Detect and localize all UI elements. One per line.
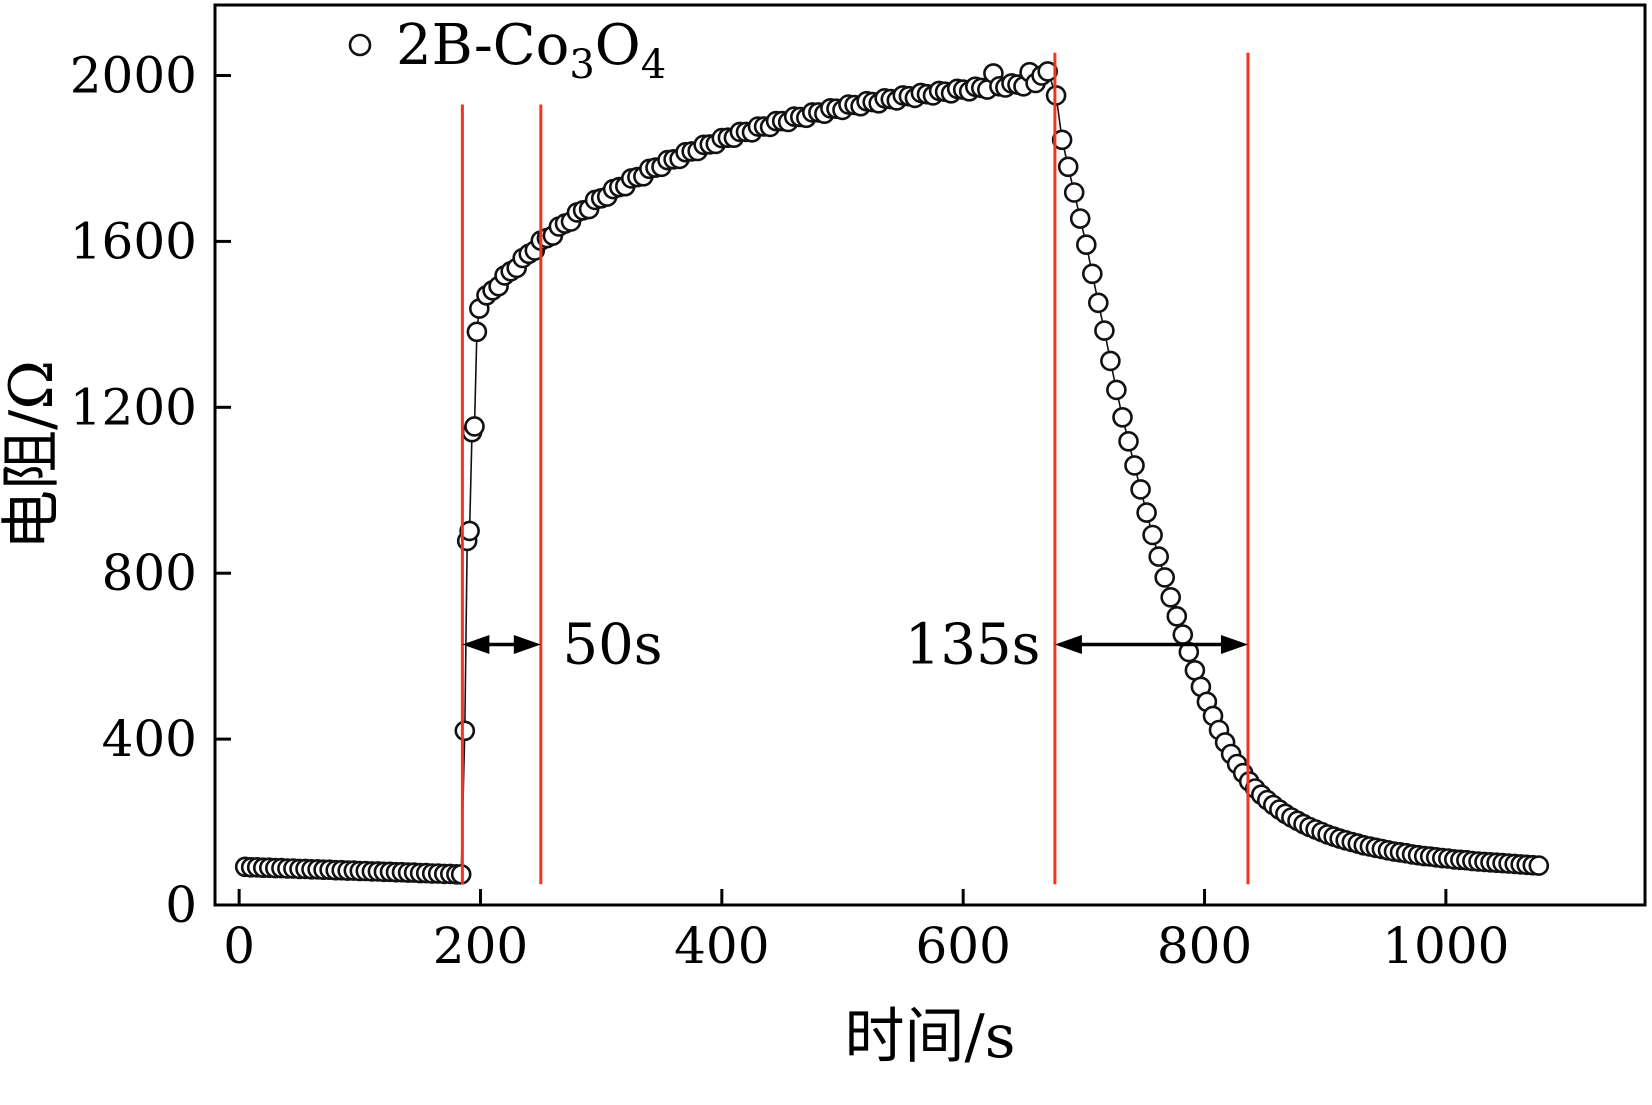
data-point-marker <box>466 321 488 343</box>
arrowhead-right-icon <box>513 635 541 655</box>
x-tick-label: 600 <box>915 917 1010 975</box>
data-point-marker <box>1130 479 1151 500</box>
y-axis-title: 电阻/Ω <box>0 360 67 550</box>
legend-label: 2B-Co3O4 <box>396 13 666 88</box>
y-tick-label: 1200 <box>70 378 197 436</box>
data-point-marker <box>1118 430 1139 452</box>
response-time-label: 50s <box>563 613 663 678</box>
x-tick-label: 200 <box>433 917 528 975</box>
y-tick-label: 2000 <box>70 47 197 105</box>
x-tick-label: 1000 <box>1382 917 1509 975</box>
x-tick-label: 400 <box>674 917 769 975</box>
arrowhead-left-icon <box>462 635 490 655</box>
data-point-marker <box>1076 234 1097 255</box>
data-point-marker <box>1112 406 1133 428</box>
data-point-marker <box>1088 292 1109 314</box>
data-point-marker <box>1172 624 1194 645</box>
plot-frame <box>213 3 1647 907</box>
data-point-marker <box>1166 605 1188 627</box>
x-axis-title: 时间/s <box>844 1002 1015 1072</box>
data-point-marker <box>1136 502 1157 523</box>
data-point-marker <box>464 416 485 437</box>
y-tick-label: 0 <box>165 876 197 934</box>
y-tick-label: 800 <box>102 544 197 602</box>
data-point-marker <box>454 720 476 742</box>
y-tick-label: 400 <box>102 710 197 768</box>
arrowhead-left-icon <box>1054 635 1082 655</box>
arrowhead-right-icon <box>1220 635 1248 655</box>
data-point-marker <box>1528 855 1550 876</box>
x-tick-label: 800 <box>1157 917 1252 975</box>
x-tick-label: 0 <box>223 917 255 975</box>
data-point-marker <box>459 520 480 542</box>
data-point-marker <box>1154 567 1175 588</box>
y-tick-label: 1600 <box>70 212 197 270</box>
data-point-marker <box>1142 524 1163 546</box>
response-time-label: 135s <box>905 613 1041 678</box>
data-point-marker <box>1094 320 1115 341</box>
data-point-marker <box>1063 182 1085 203</box>
data-point-marker <box>1037 61 1058 82</box>
data-point-marker <box>1124 455 1145 476</box>
data-point-marker <box>1082 263 1103 285</box>
legend-marker-icon <box>348 33 372 57</box>
data-point-marker <box>1106 379 1127 401</box>
data-point-marker <box>1069 208 1091 229</box>
series-line <box>245 70 1539 876</box>
data-point-marker <box>1100 350 1121 372</box>
data-point-marker <box>1148 546 1169 567</box>
data-point-marker <box>1160 586 1181 608</box>
data-point-marker <box>1057 156 1079 178</box>
data-point-marker <box>1051 129 1073 151</box>
